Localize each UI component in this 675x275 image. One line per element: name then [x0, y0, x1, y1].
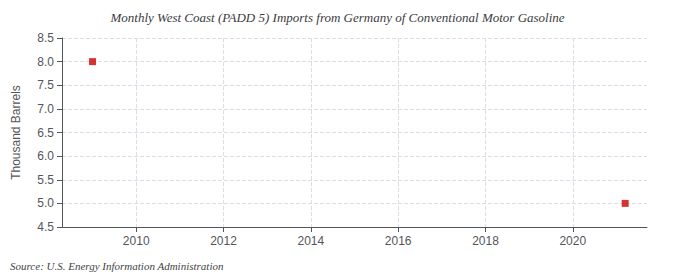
svg-text:2016: 2016 [385, 234, 412, 248]
svg-text:7.0: 7.0 [37, 102, 54, 116]
svg-text:7.5: 7.5 [37, 78, 54, 92]
svg-text:8.0: 8.0 [37, 55, 54, 69]
svg-text:2018: 2018 [472, 234, 499, 248]
svg-text:5.5: 5.5 [37, 173, 54, 187]
svg-text:2012: 2012 [210, 234, 237, 248]
svg-text:6.5: 6.5 [37, 126, 54, 140]
svg-text:8.5: 8.5 [37, 31, 54, 45]
svg-text:Monthly West Coast (PADD 5) Im: Monthly West Coast (PADD 5) Imports from… [109, 10, 564, 25]
svg-text:Source: U.S. Energy Informatio: Source: U.S. Energy Information Administ… [10, 260, 224, 272]
svg-text:2010: 2010 [123, 234, 150, 248]
svg-text:Thousand Barrels: Thousand Barrels [9, 85, 23, 180]
svg-text:6.0: 6.0 [37, 149, 54, 163]
svg-text:2020: 2020 [559, 234, 586, 248]
svg-text:4.5: 4.5 [37, 220, 54, 234]
svg-text:5.0: 5.0 [37, 196, 54, 210]
svg-text:2014: 2014 [297, 234, 324, 248]
